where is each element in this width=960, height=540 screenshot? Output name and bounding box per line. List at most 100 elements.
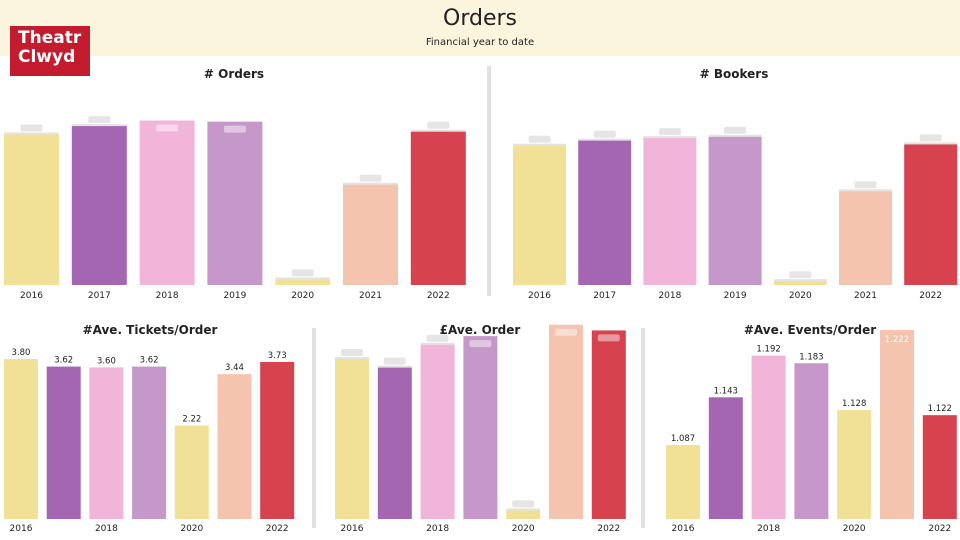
x-tick-label: 2017: [593, 291, 616, 301]
vertical-divider-top: [487, 66, 491, 296]
bar-top-shadow: [420, 342, 455, 345]
data-label: 3.80: [12, 348, 31, 358]
bar-2016: [666, 444, 700, 519]
bar-2019: [708, 136, 762, 285]
obscured-data-label: [427, 121, 450, 129]
bar-2019: [132, 366, 167, 519]
obscured-data-label: [597, 334, 620, 342]
chart-tickets: #Ave. Tickets/Order 2016 3.80 3.62 2018 3.60 3…: [4, 323, 295, 534]
data-label: 1.122: [928, 404, 952, 414]
data-label: 1.183: [799, 352, 823, 362]
data-label: 1.128: [842, 399, 866, 409]
bar-2021: [880, 330, 914, 519]
x-tick-label: 2019: [724, 291, 747, 301]
bar-2022: [410, 131, 466, 285]
data-label: 1.087: [671, 434, 695, 444]
obscured-data-label: [528, 135, 551, 143]
obscured-data-label: [223, 125, 246, 133]
chart-orders: # Orders 2016 2017 2018 2019 2020 2021 2022: [4, 67, 466, 301]
chart-avg-order: £Ave. Order 2016 2018 2020 2022: [335, 323, 626, 534]
chart-events: #Ave. Events/Order 2016 1.087 1.143 2018 1.19…: [666, 323, 957, 534]
x-tick-label: 2018: [95, 524, 118, 534]
x-tick-label: 2016: [341, 524, 364, 534]
obscured-data-label: [291, 269, 314, 277]
bar-top-shadow: [377, 365, 412, 368]
x-tick-label: 2020: [512, 524, 535, 534]
x-tick-label: 2017: [88, 291, 111, 301]
x-tick-label: 2018: [757, 524, 780, 534]
x-tick-label: 2016: [528, 291, 551, 301]
obscured-data-label: [156, 124, 179, 132]
vertical-divider-bottom-2: [641, 328, 645, 528]
data-label: 1.192: [756, 345, 780, 355]
bar-2019: [463, 336, 498, 519]
bar-2021: [839, 191, 892, 285]
x-tick-label: 2016: [10, 524, 33, 534]
bar-2017: [377, 367, 412, 519]
bar-2021: [549, 324, 583, 519]
bar-top-shadow: [839, 189, 892, 192]
x-tick-label: 2019: [223, 291, 246, 301]
obscured-data-label: [658, 128, 681, 136]
chart-title: # Orders: [204, 67, 264, 81]
logo-line-1: Theatr: [18, 28, 82, 48]
page-subtitle: Financial year to date: [425, 37, 535, 48]
bar-top-shadow: [708, 134, 762, 137]
data-label: 3.62: [54, 356, 73, 366]
bar-2022: [922, 415, 957, 519]
data-label: 3.62: [140, 356, 159, 366]
obscured-data-label: [512, 500, 535, 508]
data-label: 3.73: [268, 351, 287, 361]
data-label: 2.22: [182, 415, 201, 425]
bar-2020: [773, 281, 827, 285]
obscured-data-label: [593, 130, 616, 138]
x-tick-label: 2020: [789, 291, 812, 301]
bar-2017: [578, 140, 632, 285]
bar-2016: [4, 134, 59, 285]
obscured-data-label: [383, 357, 406, 365]
bar-2017: [708, 397, 743, 519]
bar-top-shadow: [4, 132, 59, 135]
data-label: 3.44: [225, 363, 244, 373]
bar-top-shadow: [343, 182, 398, 185]
bar-top-shadow: [335, 357, 369, 359]
bar-2020: [275, 279, 331, 285]
chart-title: #Ave. Tickets/Order: [83, 323, 218, 337]
bar-2017: [71, 126, 127, 285]
bar-2016: [513, 145, 566, 285]
bar-2019: [207, 121, 263, 285]
x-tick-label: 2018: [426, 524, 449, 534]
x-tick-label: 2021: [359, 291, 382, 301]
bar-top-shadow: [71, 124, 127, 127]
chart-title: £Ave. Order: [440, 323, 521, 337]
obscured-data-label: [359, 174, 382, 182]
bar-2016: [4, 359, 38, 519]
bar-top-shadow: [904, 142, 958, 145]
bar-2018: [751, 355, 786, 519]
data-label: 1.222: [885, 335, 909, 345]
page-title: Orders: [443, 6, 517, 31]
obscured-data-label: [20, 124, 43, 132]
obscured-data-label: [426, 334, 449, 342]
bar-top-shadow: [506, 508, 541, 511]
bar-2018: [420, 344, 455, 519]
bar-top-shadow: [578, 138, 632, 141]
x-tick-label: 2020: [291, 291, 314, 301]
x-tick-label: 2020: [843, 524, 866, 534]
bar-2020: [174, 425, 209, 519]
bar-top-shadow: [773, 279, 827, 282]
bar-2016: [335, 359, 369, 519]
x-tick-label: 2022: [597, 524, 620, 534]
bar-top-shadow: [643, 136, 697, 139]
bar-2022: [591, 330, 626, 519]
logo-line-2: Clwyd: [18, 47, 76, 67]
bar-top-shadow: [513, 143, 566, 146]
bar-top-shadow: [410, 129, 466, 132]
x-tick-label: 2022: [928, 524, 951, 534]
bar-2018: [643, 138, 697, 285]
data-label: 1.143: [714, 386, 738, 396]
bar-2020: [837, 410, 872, 519]
vertical-divider-bottom-1: [312, 328, 316, 528]
bar-top-shadow: [275, 277, 331, 280]
x-tick-label: 2018: [658, 291, 681, 301]
